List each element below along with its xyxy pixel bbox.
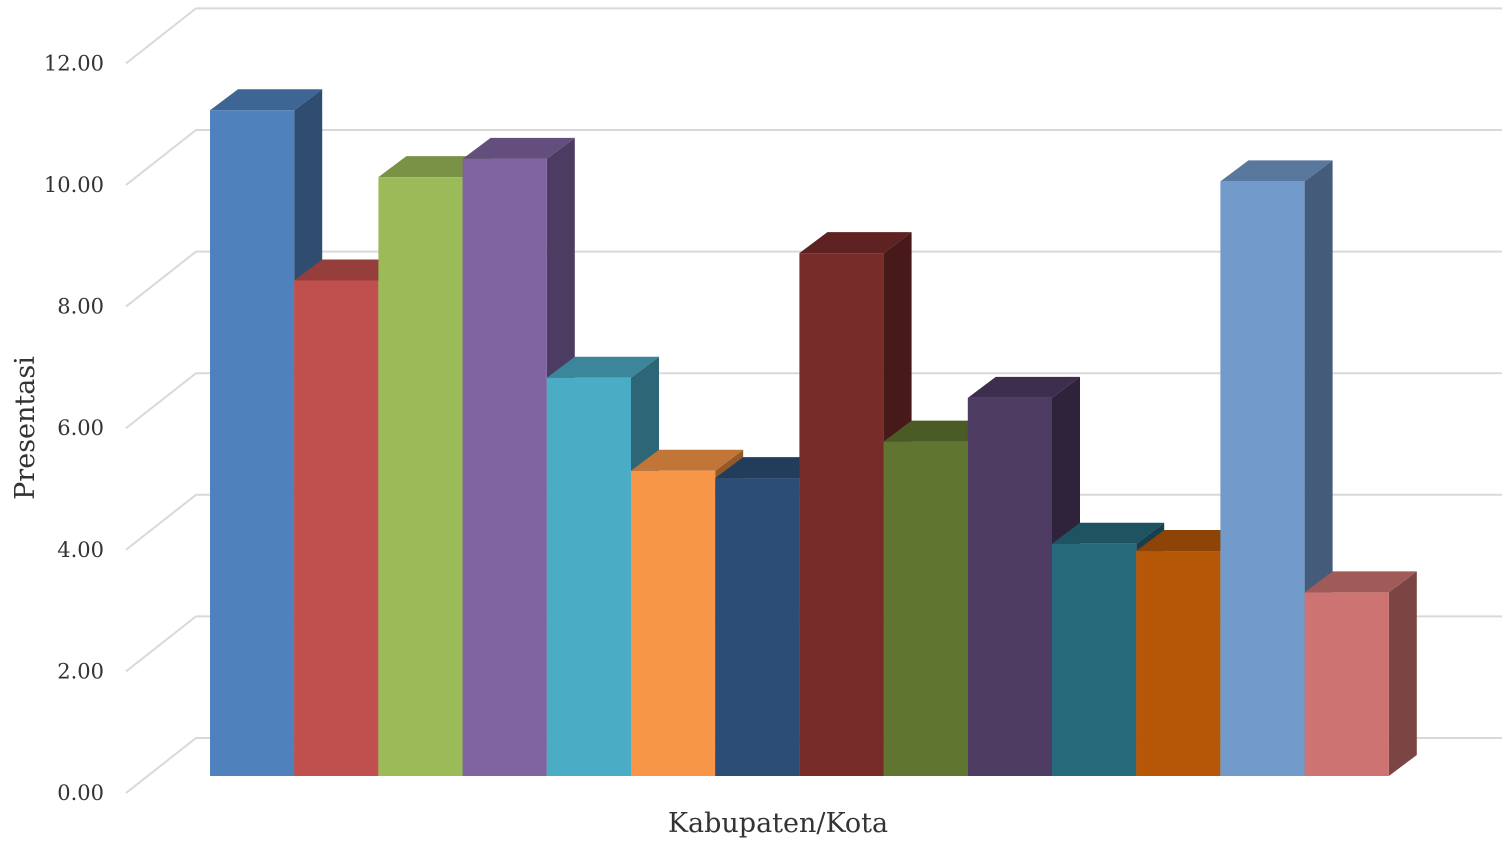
bar-front-face xyxy=(1052,543,1137,776)
bar-front-face xyxy=(1136,551,1221,776)
bar-top-face xyxy=(715,457,828,479)
y-tick-label: 2.00 xyxy=(57,659,104,683)
bar xyxy=(799,232,912,776)
gridline xyxy=(125,7,1502,65)
y-tick-label: 0.00 xyxy=(57,781,104,805)
bar xyxy=(1304,571,1417,776)
bar-top-face xyxy=(1136,530,1249,552)
bar-front-face xyxy=(883,441,968,776)
bar-front-face xyxy=(799,253,884,776)
bar-top-face xyxy=(967,376,1080,398)
bar-front-face xyxy=(210,110,295,777)
y-tick-label: 6.00 xyxy=(57,416,104,440)
gridline xyxy=(125,372,1502,429)
bar-front-face xyxy=(631,470,716,776)
x-axis-title: Kabupaten/Kota xyxy=(668,808,888,839)
bar-top-face xyxy=(631,449,744,471)
bar-top-face xyxy=(546,356,659,378)
bar-front-face xyxy=(294,280,379,776)
bar-top-face xyxy=(1052,522,1165,544)
bar-side-face xyxy=(1388,571,1417,776)
gridline xyxy=(125,250,1502,308)
bar-top-face xyxy=(1304,571,1417,593)
bar-top-face xyxy=(883,420,996,442)
bar-front-face xyxy=(546,377,631,776)
bar-front-face xyxy=(462,158,547,776)
y-tick-label: 10.00 xyxy=(44,173,104,197)
y-axis-title: Presentasi xyxy=(10,356,41,500)
bar-top-face xyxy=(378,156,491,178)
y-axis-tick-labels: 0.00 2.00 4.00 6.00 8.00 10.00 12.00 xyxy=(44,51,104,805)
y-tick-label: 4.00 xyxy=(57,538,104,562)
bar-top-face xyxy=(462,137,575,159)
bar-top-face xyxy=(294,259,407,281)
bar-front-face xyxy=(715,478,800,776)
gridline xyxy=(125,129,1502,186)
bar-front-face xyxy=(1220,181,1305,777)
bar-top-face xyxy=(1220,160,1333,182)
bar-front-face xyxy=(1304,592,1389,776)
bar-top-face xyxy=(210,89,323,111)
y-tick-label: 12.00 xyxy=(44,51,104,75)
bar-top-face xyxy=(799,232,912,254)
gridlines xyxy=(125,7,1502,794)
bar-front-face xyxy=(378,177,463,776)
y-tick-label: 8.00 xyxy=(57,295,104,319)
bar-front-face xyxy=(967,397,1052,776)
bars xyxy=(210,89,1417,777)
